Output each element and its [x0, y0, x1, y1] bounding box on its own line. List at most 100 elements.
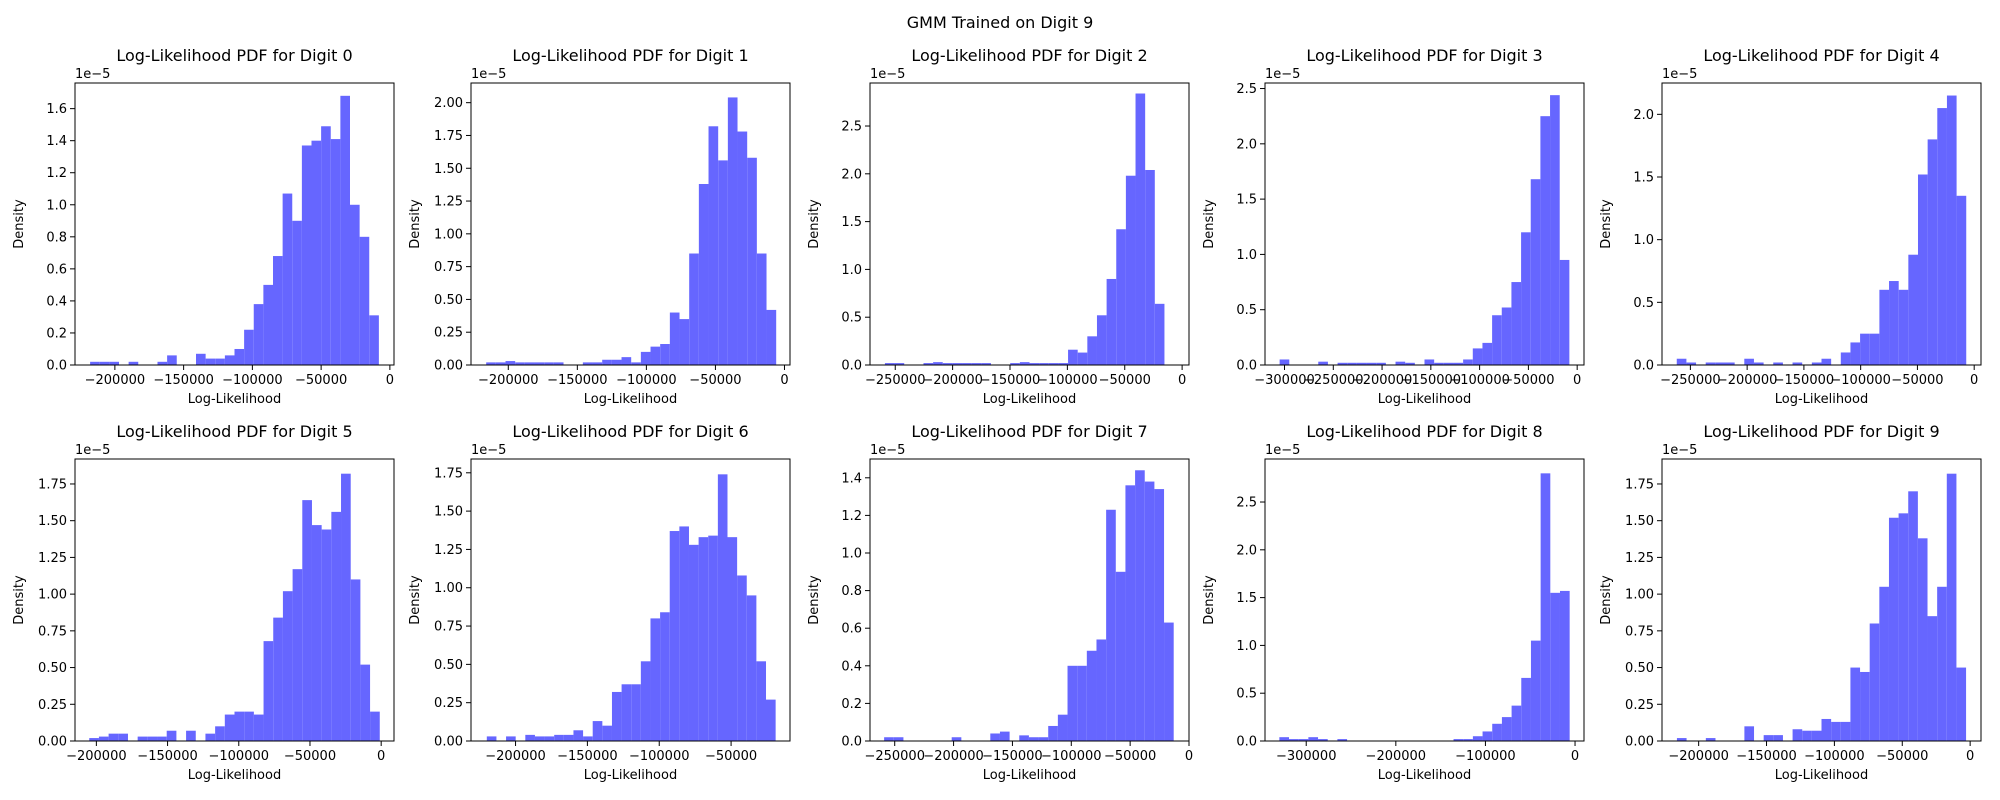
bar — [1540, 473, 1551, 741]
y-offset-label: 1e−5 — [471, 443, 506, 458]
bar — [1530, 179, 1541, 365]
bar — [369, 315, 379, 365]
bar — [205, 358, 216, 365]
bar — [650, 346, 661, 365]
bar — [1443, 362, 1454, 365]
y-tick-label: 1.6 — [46, 102, 67, 117]
x-tick-label: −100000 — [1830, 373, 1891, 388]
bar — [1028, 737, 1039, 741]
bar — [1366, 362, 1377, 365]
bar — [544, 362, 554, 365]
bar — [1956, 195, 1967, 365]
bar — [990, 733, 1000, 741]
x-tick-label: −200000 — [1668, 749, 1729, 764]
bar — [98, 736, 109, 741]
bar — [1492, 723, 1502, 741]
bar — [1424, 359, 1435, 365]
x-tick-label: −50000 — [1891, 373, 1943, 388]
bar — [717, 474, 728, 741]
bar — [157, 361, 168, 365]
y-tick-label: 1.75 — [434, 466, 463, 481]
bar — [1463, 739, 1473, 741]
bar — [1937, 108, 1947, 366]
x-tick-label: −200000 — [922, 373, 983, 388]
y-tick-label: 1.25 — [38, 551, 67, 566]
bar — [1860, 671, 1870, 741]
y-tick-label: 0.50 — [434, 293, 463, 308]
y-offset-label: 1e−5 — [1662, 67, 1697, 82]
x-tick-label: −50000 — [284, 749, 336, 764]
y-tick-label: 1.0 — [1633, 233, 1654, 248]
bar — [1792, 729, 1803, 741]
bar — [524, 362, 535, 365]
bar — [253, 304, 264, 365]
axes-title: Log-Likelihood PDF for Digit 6 — [512, 422, 748, 441]
bar — [1869, 623, 1880, 741]
y-tick-label: 1.0 — [46, 198, 67, 213]
y-tick-label: 0.5 — [841, 311, 862, 326]
bar — [215, 358, 225, 365]
bar — [602, 725, 612, 741]
x-axis-label: Log-Likelihood — [1378, 392, 1471, 407]
x-tick-label: −100000 — [1804, 749, 1865, 764]
bar — [1135, 93, 1146, 365]
bar — [1889, 281, 1899, 365]
bar — [486, 362, 496, 365]
bar — [1039, 363, 1049, 365]
bar — [215, 726, 225, 741]
y-tick-label: 1.0 — [841, 547, 862, 562]
bar — [563, 734, 574, 741]
y-tick-label: 0.75 — [434, 260, 463, 275]
bar — [981, 363, 991, 365]
axes-frame — [869, 458, 1190, 742]
bar — [669, 312, 680, 365]
y-tick-label: 0.0 — [1633, 359, 1654, 374]
x-tick-label: −50000 — [1502, 373, 1554, 388]
bar — [1917, 174, 1928, 365]
bar — [952, 363, 963, 365]
y-tick-label: 2.0 — [1236, 137, 1257, 152]
bar — [1559, 590, 1570, 741]
bar — [592, 721, 603, 741]
x-tick-label: −100000 — [1455, 749, 1516, 764]
y-tick-label: 0.8 — [841, 584, 862, 599]
x-tick-label: −100000 — [1449, 373, 1510, 388]
bar — [1946, 473, 1957, 741]
y-tick-label: 0.8 — [46, 230, 67, 245]
y-tick-label: 1.0 — [1236, 248, 1257, 263]
x-tick-label: −150000 — [980, 373, 1041, 388]
bar — [689, 253, 699, 365]
y-tick-label: 0.5 — [1633, 296, 1654, 311]
bar — [1530, 640, 1541, 741]
bar — [1395, 361, 1406, 365]
bar — [884, 363, 895, 365]
bar — [747, 157, 757, 365]
bar — [1096, 639, 1107, 741]
bar — [650, 618, 661, 741]
bar — [321, 529, 332, 741]
bar — [263, 284, 273, 365]
bar — [611, 359, 622, 365]
bar — [1753, 362, 1764, 365]
bar — [1725, 362, 1735, 365]
x-tick-label: −50000 — [689, 373, 741, 388]
bar — [942, 363, 953, 365]
y-offset-label: 1e−5 — [75, 443, 110, 458]
axes-title: Log-Likelihood PDF for Digit 8 — [1306, 422, 1542, 441]
bar — [1898, 513, 1909, 741]
bar — [1540, 116, 1551, 365]
bar — [1744, 726, 1755, 741]
x-tick-label: −250000 — [864, 749, 925, 764]
bar — [688, 544, 699, 741]
bar — [573, 730, 584, 741]
x-tick-label: −100000 — [222, 373, 283, 388]
bar — [1705, 362, 1716, 365]
x-tick-label: 0 — [1571, 749, 1579, 764]
x-axis-label: Log-Likelihood — [983, 768, 1076, 783]
bar — [1521, 677, 1531, 741]
bar — [1289, 739, 1299, 741]
x-tick-label: −200000 — [1366, 749, 1427, 764]
bar — [330, 139, 341, 365]
bar — [1511, 705, 1522, 741]
bar — [708, 535, 718, 741]
